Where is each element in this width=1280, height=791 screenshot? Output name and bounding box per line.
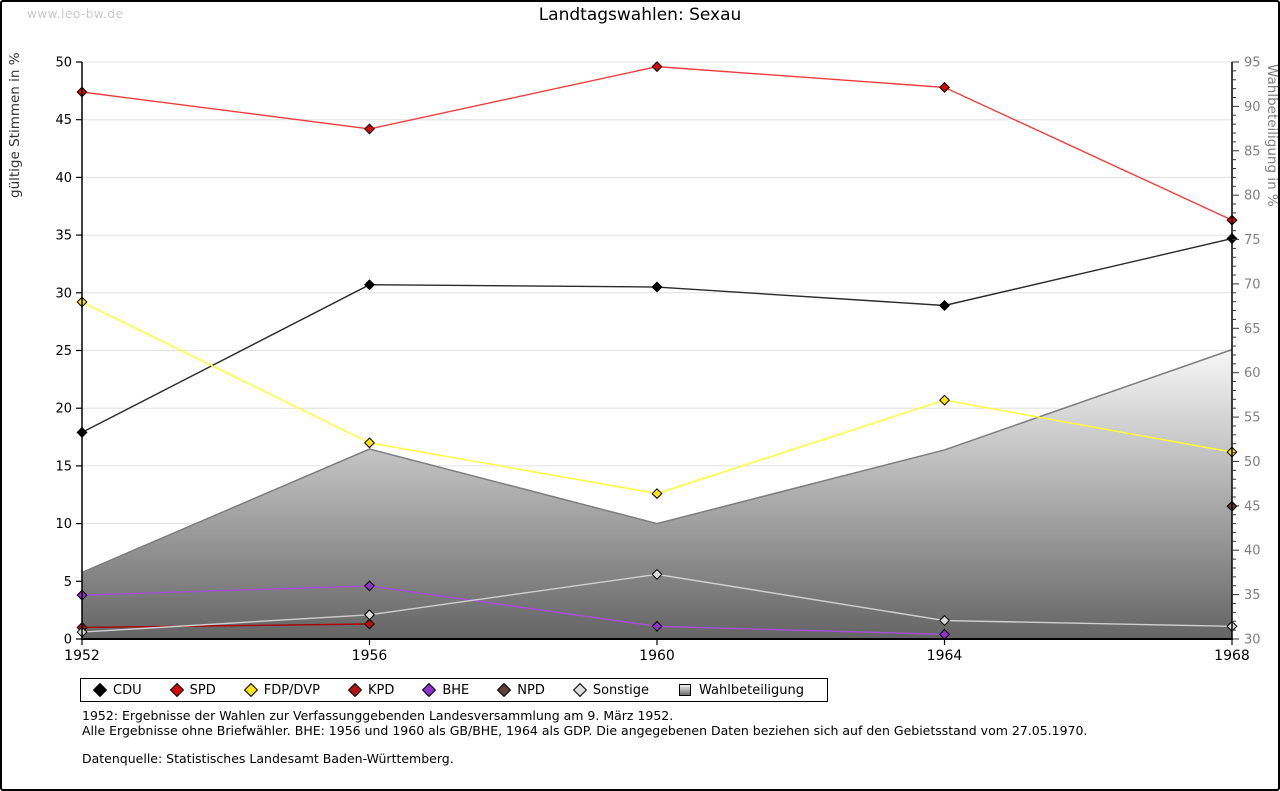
data-point-spd-1960 [651,61,663,73]
legend-swatch-area [679,684,692,696]
legend-item-bhe: BHE [422,682,470,698]
legend-marker-diamond [243,682,258,698]
legend-marker-diamond [422,682,437,698]
left-axis-tick-label: 15 [55,459,72,474]
legend-marker-diamond [497,682,512,698]
left-axis-tick-label: 20 [55,402,72,417]
data-source: Datenquelle: Statistisches Landesamt Bad… [82,751,454,766]
turnout-area [82,349,1232,639]
right-axis-tick-label: 70 [1244,277,1261,292]
right-axis-tick-label: 95 [1244,56,1261,71]
data-point-fdp-dvp-1960 [651,488,663,500]
right-axis-tick-label: 85 [1244,144,1261,159]
legend-marker-diamond [572,682,587,698]
legend-item-wahlbeteiligung: Wahlbeteiligung [679,683,804,698]
left-axis-tick-label: 25 [55,344,72,359]
data-point-bhe-1956 [363,580,376,592]
data-point-sonstige-1960 [651,568,663,580]
series-line-spd [81,65,1233,221]
x-axis-tick-label: 1968 [1214,648,1250,664]
data-point-sonstige-1964 [938,615,951,627]
left-axis-tick-label: 50 [55,56,72,71]
right-axis-title: Wahlbeteiligung in % [1264,64,1278,207]
data-point-bhe-1960 [651,620,663,632]
right-axis-tick-label: 60 [1244,366,1261,381]
legend-item-kpd: KPD [347,682,395,698]
legend-item-npd: NPD [497,682,545,698]
footnote-line-1: 1952: Ergebnisse der Wahlen zur Verfassu… [82,708,674,723]
right-axis-tick-label: 35 [1244,588,1261,603]
legend-label: NPD [517,682,545,698]
data-point-cdu-1964 [938,299,951,312]
right-axis-tick-label: 90 [1244,100,1261,115]
legend-label: KPD [367,682,395,698]
legend-marker-diamond [347,682,363,698]
legend-label: Sonstige [592,682,650,698]
data-point-kpd-1956 [363,618,376,630]
legend-label: FDP/DVP [263,682,320,698]
x-axis-tick-label: 1964 [927,648,963,664]
turnout-area-edge [81,348,1233,574]
legend-marker-diamond [92,682,108,698]
right-axis-tick-label: 65 [1244,322,1261,337]
left-axis-tick-label: 30 [55,286,72,301]
left-axis-tick-label: 35 [55,229,72,244]
right-axis-tick-label: 55 [1244,411,1261,426]
right-axis-tick-label: 45 [1244,499,1261,514]
left-axis-tick-label: 5 [64,575,72,590]
data-point-cdu-1960 [651,281,663,293]
page-title: Landtagswahlen: Sexau [538,5,742,25]
right-axis-tick-label: 75 [1244,233,1261,248]
watermark: www.leo-bw.de [27,7,124,21]
data-point-spd-1964 [938,81,951,93]
footnote-line-2: Alle Ergebnisse ohne Briefwähler. BHE: 1… [82,722,1088,738]
data-point-fdp-dvp-1964 [938,394,951,406]
data-point-cdu-1956 [363,279,376,291]
data-point-sonstige-1956 [363,609,376,621]
x-axis-tick-label: 1956 [352,648,388,664]
data-point-fdp-dvp-1956 [363,437,376,449]
legend-item-sonstige: Sonstige [572,682,650,698]
series-line-cdu [81,237,1233,434]
right-axis-tick-label: 40 [1244,544,1261,559]
legend-item-fdp-dvp: FDP/DVP [243,682,320,698]
series-line-bhe [81,585,945,636]
legend-label: CDU [113,682,142,698]
legend-label: BHE [442,682,470,698]
right-axis-tick-label: 50 [1244,455,1261,470]
x-axis-tick-label: 1960 [639,648,675,664]
legend: CDU SPD FDP/DVP KPD BHE NPD Sonstige Wahlbeteil… [80,678,828,702]
series-line-kpd [81,623,370,629]
legend-label: SPD [189,682,216,698]
right-axis-tick-label: 30 [1244,633,1261,648]
left-axis-tick-label: 10 [55,517,72,532]
left-axis-tick-label: 40 [55,171,72,186]
left-axis-tick-label: 0 [64,633,72,648]
left-axis-tick-label: 45 [55,113,72,128]
x-axis-tick-label: 1952 [64,648,100,664]
right-axis-tick-label: 80 [1244,189,1261,204]
legend-item-spd: SPD [169,682,216,698]
legend-label: Wahlbeteiligung [699,682,805,698]
legend-item-cdu: CDU [92,682,142,698]
footnotes: 1952: Ergebnisse der Wahlen zur Verfassu… [82,708,1088,738]
left-axis-title: gültige Stimmen in % [7,52,23,198]
data-point-spd-1956 [363,123,376,135]
legend-marker-diamond [169,682,184,698]
